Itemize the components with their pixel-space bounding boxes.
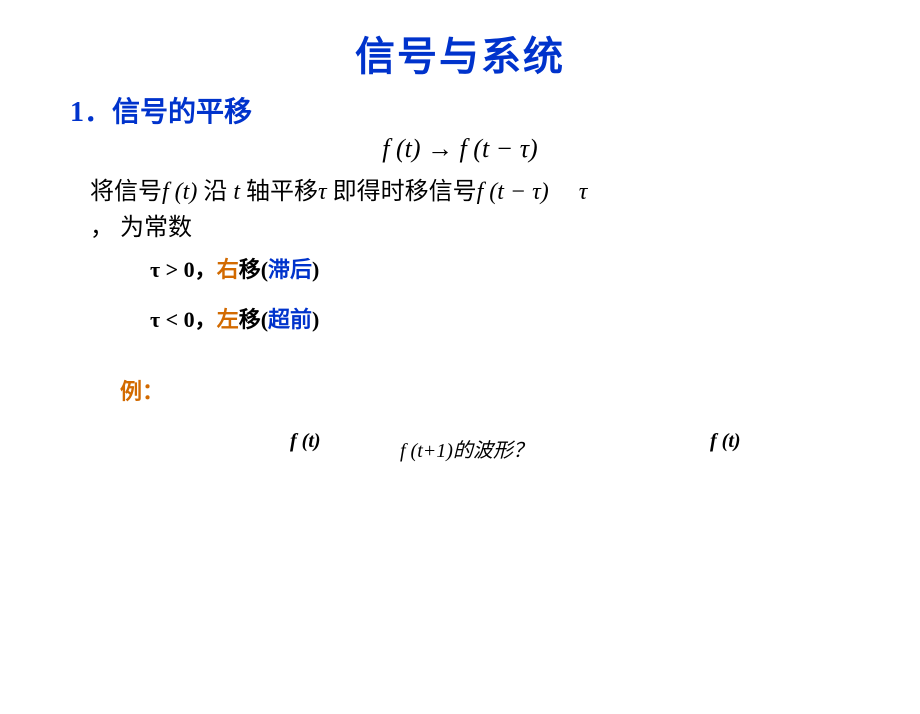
desc-tau2: τ xyxy=(579,179,588,205)
graphs-area: f (t) f (t+1)的波形？ f (t) −1 1 1 O t xyxy=(0,424,920,684)
example-label: 例： xyxy=(120,374,920,406)
desc-ftau: f (t − τ) xyxy=(477,179,549,205)
desc-part-5: ， 为常数 xyxy=(90,215,192,241)
desc-ft: f (t) xyxy=(162,179,197,205)
cond-pos-blue: 滞后 xyxy=(268,257,312,282)
page-title: 信号与系统 xyxy=(0,24,920,82)
desc-part-1: 将信号 xyxy=(90,179,162,205)
desc-part-3: 轴平移 xyxy=(240,179,318,205)
graph2-ylabel: f (t) xyxy=(710,430,741,453)
cond-neg-rest: 移( xyxy=(239,307,268,332)
question-span: f (t+1)的波形？ xyxy=(400,440,533,462)
cond-neg-blue: 超前 xyxy=(268,307,312,332)
section-heading: 1．信号的平移 xyxy=(70,90,920,130)
cond-neg-sym: τ < 0， xyxy=(150,307,217,332)
main-formula: f (t) → f (t − τ) xyxy=(0,134,920,164)
desc-part-2: 沿 xyxy=(197,179,233,205)
desc-t: t xyxy=(233,179,240,205)
cond-neg-end: ) xyxy=(312,307,319,332)
cond-pos-rest: 移( xyxy=(239,257,268,282)
graph1-ylabel: f (t) xyxy=(290,430,321,453)
formula-text: f (t) → f (t − τ) xyxy=(382,134,537,163)
condition-negative: τ < 0，左移(超前) xyxy=(150,302,920,334)
description: 将信号f (t) 沿 t 轴平移τ 即得时移信号f (t − τ) τ ， 为常… xyxy=(90,174,860,246)
question-text: f (t+1)的波形？ xyxy=(400,434,533,463)
cond-pos-sym: τ > 0， xyxy=(150,257,217,282)
cond-pos-end: ) xyxy=(312,257,319,282)
cond-pos-dir: 右 xyxy=(217,257,239,282)
desc-part-4: 即得时移信号 xyxy=(327,179,477,205)
cond-neg-dir: 左 xyxy=(217,307,239,332)
condition-positive: τ > 0，右移(滞后) xyxy=(150,252,920,284)
desc-tau: τ xyxy=(318,179,327,205)
